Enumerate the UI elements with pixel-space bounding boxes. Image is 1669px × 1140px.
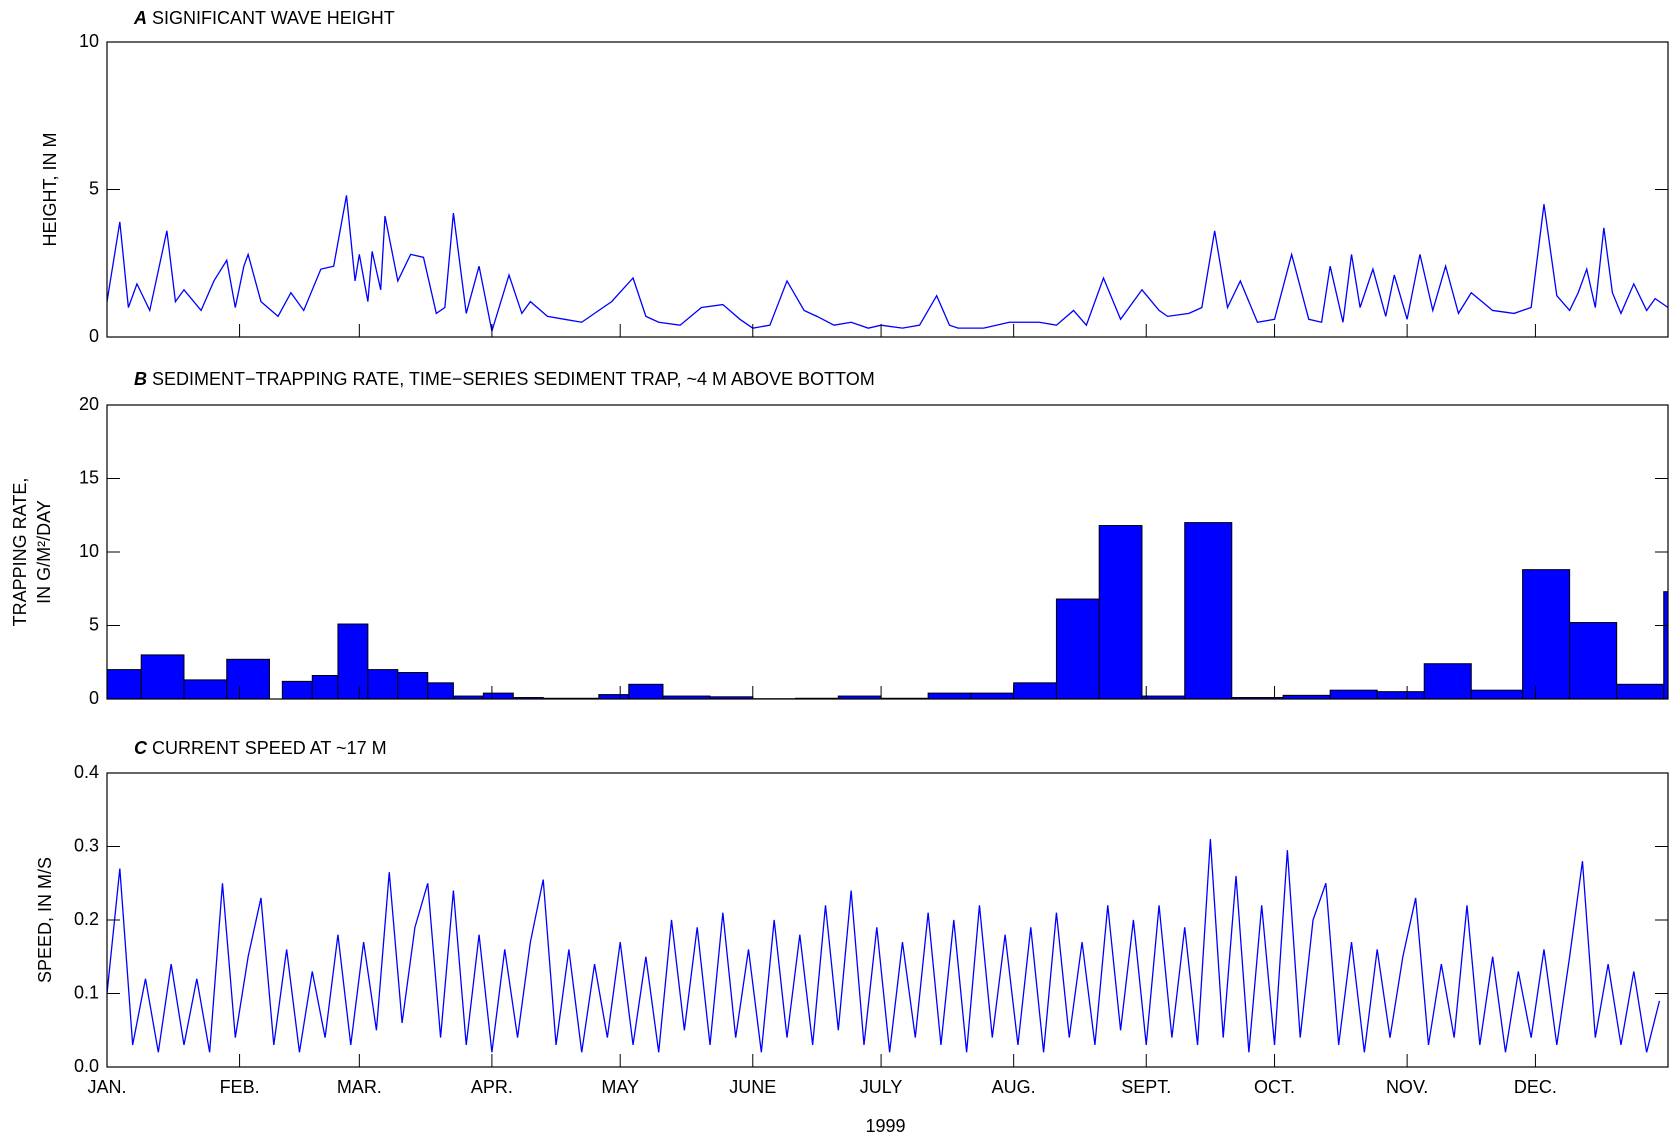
panel-letter: C — [134, 738, 148, 758]
panel-title-text: CURRENT SPEED AT ~17 M — [152, 738, 387, 758]
x-tick-label: FEB. — [220, 1077, 260, 1097]
y-axis-label: SPEED, IN M/S — [35, 857, 55, 983]
bar — [367, 669, 399, 700]
x-tick-label: JUNE — [729, 1077, 776, 1097]
bar — [1376, 691, 1425, 700]
data-line — [107, 195, 1668, 332]
plot-frame — [106, 772, 1669, 1068]
x-tick-label: NOV. — [1386, 1077, 1428, 1097]
bar — [1522, 569, 1571, 700]
plot-area — [107, 839, 1661, 1053]
x-axis-label: 1999 — [865, 1116, 905, 1136]
x-tick-label: MAR. — [337, 1077, 382, 1097]
plot-area — [107, 195, 1668, 332]
panel-letter: A — [133, 8, 147, 28]
y-tick-label: 0 — [89, 688, 99, 708]
bar — [337, 623, 369, 700]
plot-area — [107, 522, 1668, 700]
bar — [927, 692, 972, 700]
panel-title: C CURRENT SPEED AT ~17 M — [134, 738, 387, 758]
bar — [1013, 682, 1057, 700]
x-tick-label: SEPT. — [1121, 1077, 1171, 1097]
bar — [1569, 622, 1618, 700]
panel-letter: B — [134, 369, 147, 389]
bar — [1098, 525, 1143, 700]
y-tick-label: 0.1 — [74, 982, 99, 1002]
x-tick-label: JAN. — [87, 1077, 126, 1097]
panel-title: B SEDIMENT−TRAPPING RATE, TIME−SERIES SE… — [134, 369, 875, 389]
panel-title: A SIGNIFICANT WAVE HEIGHT — [133, 8, 395, 28]
bar — [427, 682, 454, 700]
bar — [598, 694, 630, 700]
y-tick-label: 20 — [79, 394, 99, 414]
y-tick-label: 0.2 — [74, 909, 99, 929]
x-tick-label: JULY — [860, 1077, 903, 1097]
bar — [1055, 598, 1100, 700]
bar — [1423, 663, 1472, 700]
x-tick-label: AUG. — [992, 1077, 1036, 1097]
bar — [281, 680, 313, 700]
x-tick-label: MAY — [601, 1077, 639, 1097]
plot-frame — [106, 404, 1669, 700]
y-axis-label: IN G/M²/DAY — [34, 500, 54, 604]
bar — [482, 692, 514, 700]
y-tick-label: 5 — [89, 178, 99, 198]
bar — [1663, 591, 1668, 700]
y-tick-label: 10 — [79, 31, 99, 51]
y-tick-label: 0.0 — [74, 1056, 99, 1076]
x-tick-label: APR. — [471, 1077, 513, 1097]
bar — [1329, 689, 1378, 700]
bar — [183, 679, 228, 700]
y-axis-label: HEIGHT, IN M — [40, 132, 60, 246]
bar — [628, 683, 664, 700]
bar — [140, 654, 185, 700]
bar — [397, 672, 429, 700]
y-tick-label: 15 — [79, 467, 99, 487]
bar — [970, 692, 1015, 700]
y-tick-label: 0.3 — [74, 835, 99, 855]
bar — [226, 658, 271, 700]
x-tick-label: OCT. — [1254, 1077, 1295, 1097]
bar — [1616, 683, 1665, 700]
bar — [1470, 689, 1524, 700]
plot-frame — [106, 41, 1669, 338]
y-tick-label: 5 — [89, 614, 99, 634]
bar — [311, 674, 339, 700]
y-axis-label: TRAPPING RATE, — [10, 478, 30, 627]
bar — [107, 669, 142, 700]
data-line — [107, 839, 1661, 1053]
y-tick-label: 10 — [79, 541, 99, 561]
y-tick-label: 0 — [89, 326, 99, 346]
panel-title-text: SEDIMENT−TRAPPING RATE, TIME−SERIES SEDI… — [152, 369, 875, 389]
bar — [1184, 522, 1233, 700]
x-tick-label: DEC. — [1514, 1077, 1557, 1097]
y-tick-label: 0.4 — [74, 762, 99, 782]
panel-title-text: SIGNIFICANT WAVE HEIGHT — [152, 8, 395, 28]
